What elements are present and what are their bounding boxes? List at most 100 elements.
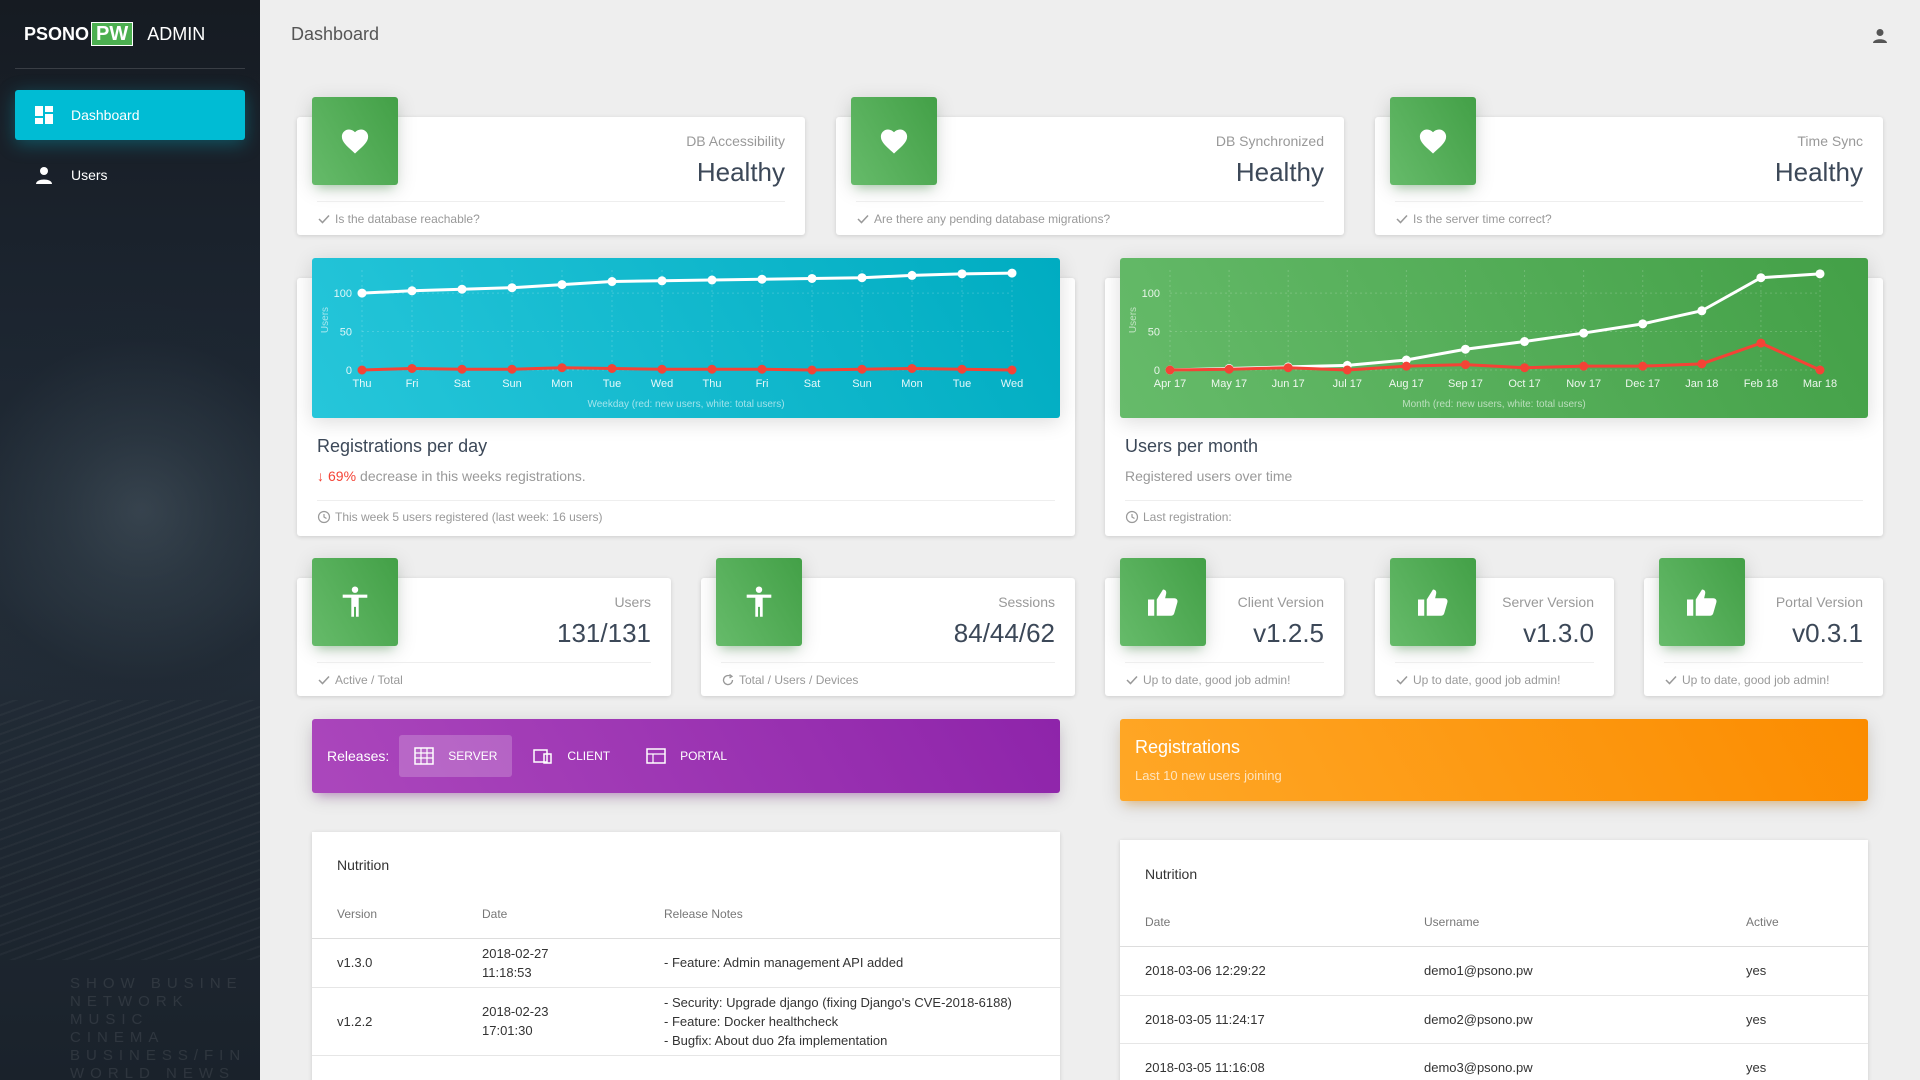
registrations-title: Registrations — [1135, 737, 1241, 757]
card-footer-text: Up to date, good job admin! — [1413, 672, 1561, 687]
x-tick-label: Sep 17 — [1448, 378, 1483, 390]
release-note: - Security: Upgrade django (fixing Djang… — [664, 994, 1012, 1010]
cell-date-time: 11:18:53 — [482, 964, 532, 980]
cell-release-notes: - Feature: Admin management API added — [639, 938, 1060, 988]
card-footer: Up to date, good job admin! — [1125, 662, 1324, 696]
cell-date-day: 2018-02-23 — [482, 1004, 549, 1019]
data-point — [657, 276, 667, 286]
column-header-username[interactable]: Username — [1399, 898, 1721, 947]
series-line-1 — [361, 366, 1013, 372]
y-tick-label: 50 — [1148, 327, 1160, 339]
server-icon — [414, 747, 435, 765]
card-footer-text: Are there any pending database migration… — [874, 211, 1111, 226]
registrations-subtitle: Last 10 new users joining — [1135, 768, 1282, 783]
thumb-up-icon — [1659, 558, 1745, 646]
data-point — [557, 363, 567, 373]
column-header-active[interactable]: Active — [1721, 898, 1868, 947]
data-point — [1401, 355, 1411, 365]
table-title: Nutrition — [1145, 866, 1198, 882]
data-point — [1697, 359, 1707, 369]
stat-card-users: Users 131/131 Active / Total — [297, 558, 671, 696]
chart-footer: This week 5 users registered (last week:… — [317, 500, 1055, 532]
cell-username: demo3@psono.pw — [1399, 1043, 1721, 1080]
x-tick-label: Thu — [703, 378, 722, 390]
x-tick-label: Aug 17 — [1389, 378, 1424, 390]
data-point — [907, 363, 917, 373]
cell-release-notes: - Security: Upgrade django (fixing Djang… — [639, 987, 1060, 1056]
clock-icon — [317, 510, 331, 523]
tab-portal[interactable]: PORTAL — [631, 735, 742, 777]
status-card-db-accessibility: DB Accessibility Healthy Is the database… — [297, 97, 805, 235]
tab-client[interactable]: CLIENT — [518, 735, 625, 777]
chart-subtitle-text: Registered users over time — [1125, 468, 1293, 484]
heart-icon — [851, 97, 937, 185]
cell-version: v1.3.0 — [312, 938, 457, 988]
devices-icon — [533, 749, 553, 764]
chart-title: Users per month — [1125, 436, 1259, 456]
check-icon — [1665, 675, 1677, 685]
column-header-date[interactable]: Date — [1120, 898, 1399, 947]
card-value: 84/44/62 — [953, 618, 1055, 648]
card-category: Server Version — [1502, 594, 1594, 610]
data-point — [357, 288, 367, 298]
y-tick-label: 0 — [346, 365, 352, 377]
card-value: 131/131 — [557, 618, 651, 648]
card-footer-text: Up to date, good job admin! — [1682, 672, 1830, 687]
stat-card-client-version: Client Version v1.2.5 Up to date, good j… — [1105, 558, 1344, 696]
x-tick-label: Jan 18 — [1685, 378, 1718, 390]
thumb-up-icon — [1120, 558, 1206, 646]
cell-active: yes — [1721, 995, 1868, 1044]
data-point — [757, 364, 767, 374]
person-icon — [33, 164, 55, 186]
data-point — [1520, 337, 1530, 347]
cell-date: 2018-03-05 11:16:08 — [1120, 1043, 1399, 1080]
data-point — [707, 275, 717, 285]
x-tick-label: Mar 18 — [1803, 378, 1837, 390]
x-tick-label: Sat — [804, 378, 821, 390]
column-header-version[interactable]: Version — [312, 890, 457, 939]
data-point — [1815, 365, 1825, 375]
card-value: Healthy — [696, 157, 785, 187]
sidebar-item-users[interactable]: Users — [15, 150, 245, 200]
stat-card-server-version: Server Version v1.3.0 Up to date, good j… — [1375, 558, 1614, 696]
brand-logo[interactable]: PSONO PW ADMIN — [0, 0, 260, 68]
data-point — [1460, 344, 1470, 354]
series-line-0 — [361, 271, 1013, 295]
table-row[interactable]: v1.2.2 2018-02-23 17:01:30 - Security: U… — [312, 987, 1060, 1056]
x-tick-label: Mon — [901, 378, 922, 390]
data-point — [407, 286, 417, 296]
table-row[interactable]: 2018-03-06 12:29:22 demo1@psono.pw yes — [1120, 946, 1868, 996]
column-header-release-notes[interactable]: Release Notes — [639, 890, 1060, 939]
brand-name-box: PW — [91, 22, 134, 46]
table-row[interactable]: v1.3.0 2018-02-27 11:18:53 - Feature: Ad… — [312, 938, 1060, 988]
tab-label: CLIENT — [567, 749, 611, 763]
change-text: decrease in this weeks registrations. — [360, 468, 586, 484]
table-title: Nutrition — [337, 857, 390, 873]
tab-server[interactable]: SERVER — [399, 735, 513, 777]
chart-title: Registrations per day — [317, 436, 488, 456]
x-tick-label: Tue — [603, 378, 622, 390]
sidebar-item-dashboard[interactable]: Dashboard — [15, 90, 245, 140]
x-axis-label: Month (red: new users, white: total user… — [1402, 399, 1585, 410]
x-tick-label: Jul 17 — [1333, 378, 1362, 390]
tab-label: PORTAL — [680, 749, 727, 763]
data-point — [857, 273, 867, 283]
column-header-date[interactable]: Date — [457, 890, 639, 939]
card-footer-text: Up to date, good job admin! — [1143, 672, 1291, 687]
sidebar-item-label: Dashboard — [71, 107, 140, 123]
background-decor-text: SHOW BUSINE NETWORK MUSIC CINEMA BUSINES… — [70, 975, 247, 1080]
data-point — [1401, 361, 1411, 371]
x-tick-label: Mon — [551, 378, 572, 390]
account-icon[interactable] — [1872, 28, 1890, 46]
data-point — [957, 269, 967, 279]
sidebar-item-label: Users — [71, 167, 108, 183]
chart-subtitle: ↓ 69% decrease in this weeks registratio… — [317, 468, 586, 484]
data-point — [457, 364, 467, 374]
card-footer-text: Is the server time correct? — [1413, 211, 1552, 226]
users-chart: 0 50 100 Users Apr 17 May 17 Jun 17 Jul 17 Aug 1… — [1120, 258, 1868, 418]
table-row[interactable]: 2018-03-05 11:16:08 demo3@psono.pw yes — [1120, 1043, 1868, 1080]
sidebar: PSONO PW ADMIN Dashboard Users SHOW BUSI… — [0, 0, 260, 1080]
data-point — [807, 365, 817, 375]
x-tick-label: Dec 17 — [1625, 378, 1660, 390]
table-row[interactable]: 2018-03-05 11:24:17 demo2@psono.pw yes — [1120, 995, 1868, 1044]
